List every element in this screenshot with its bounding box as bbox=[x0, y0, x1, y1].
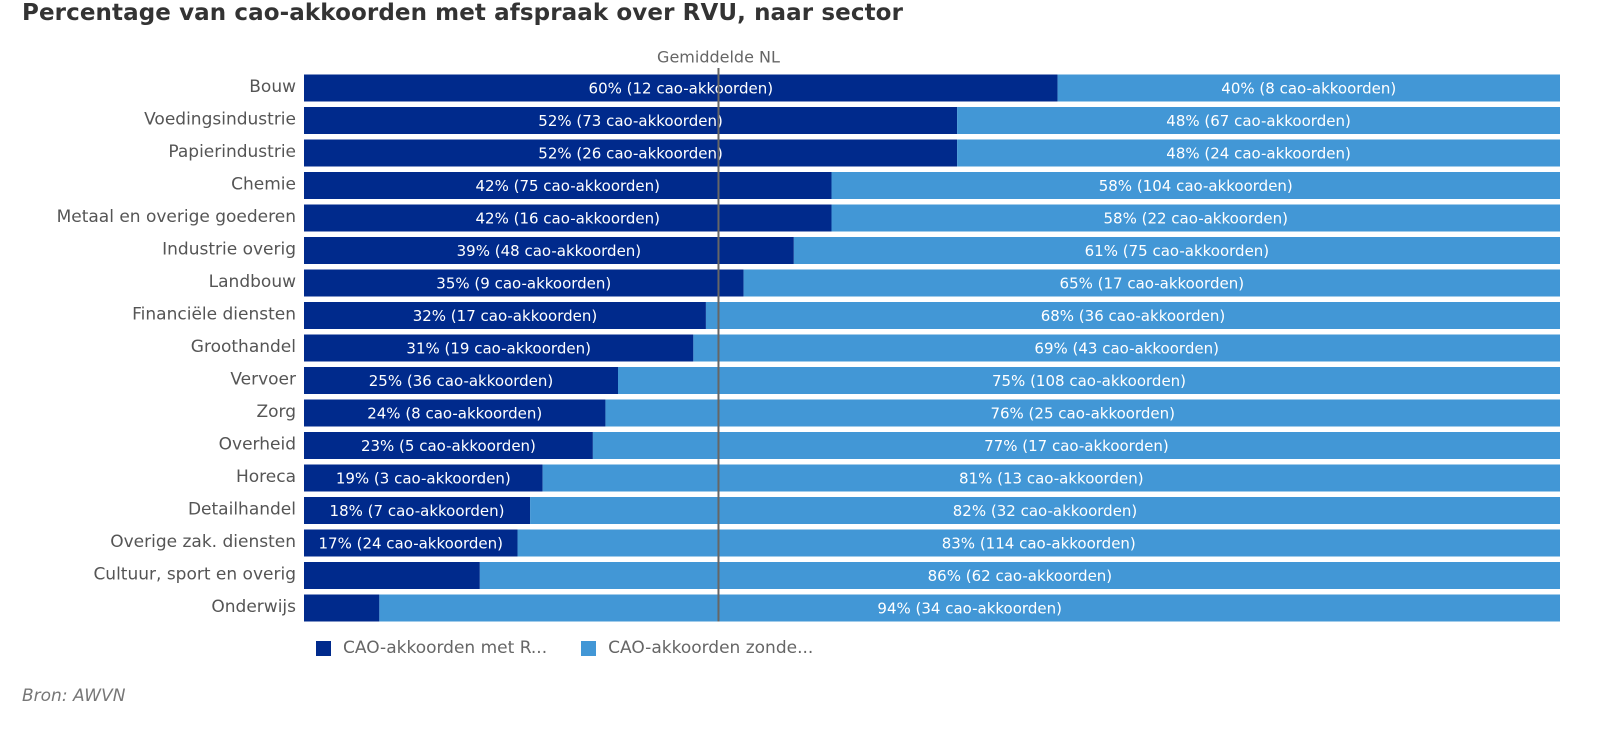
data-label: 19% (3 cao-akkoorden) bbox=[336, 470, 511, 488]
bar-segment-zonder bbox=[592, 432, 1560, 459]
data-label: 24% (8 cao-akkoorden) bbox=[367, 405, 542, 423]
bar-segment-met bbox=[304, 204, 832, 232]
reference-line-label: Gemiddelde NL bbox=[657, 48, 780, 67]
legend-label-zonder: CAO-akkoorden zonde... bbox=[608, 638, 814, 658]
bar-segment-met bbox=[304, 367, 618, 394]
bar-segment-zonder bbox=[793, 237, 1560, 264]
bar-segment-zonder bbox=[479, 562, 1561, 589]
bar-segment-met bbox=[304, 594, 380, 622]
bar-segment-zonder bbox=[530, 497, 1560, 524]
category-label: Industrie overig bbox=[162, 240, 296, 260]
data-label: 48% (67 cao-akkoorden) bbox=[1166, 112, 1351, 130]
data-label: 35% (9 cao-akkoorden) bbox=[436, 275, 611, 293]
data-label: 40% (8 cao-akkoorden) bbox=[1221, 80, 1396, 98]
bar-segment-met bbox=[304, 562, 480, 589]
data-label: 48% (24 cao-akkoorden) bbox=[1166, 145, 1351, 163]
category-label: Cultuur, sport en overig bbox=[93, 565, 296, 585]
bar-segment-met bbox=[304, 107, 958, 134]
category-label: Zorg bbox=[256, 402, 296, 422]
data-label: 82% (32 cao-akkoorden) bbox=[953, 502, 1138, 520]
category-label: Detailhandel bbox=[188, 500, 296, 520]
bar-segment-zonder bbox=[705, 302, 1560, 329]
category-label: Landbouw bbox=[209, 272, 296, 292]
data-label: 69% (43 cao-akkoorden) bbox=[1034, 340, 1219, 358]
data-label: 42% (16 cao-akkoorden) bbox=[475, 210, 660, 228]
bar-segment-zonder bbox=[605, 399, 1560, 427]
bar-segment-zonder bbox=[831, 172, 1560, 199]
bar-segment-zonder bbox=[957, 139, 1560, 167]
bar-segment-zonder bbox=[743, 269, 1560, 297]
data-label: 83% (114 cao-akkoorden) bbox=[942, 535, 1136, 553]
legend-item-zonder[interactable]: CAO-akkoorden zonde... bbox=[581, 638, 813, 658]
data-label: 60% (12 cao-akkoorden) bbox=[589, 80, 774, 98]
data-label: 52% (26 cao-akkoorden) bbox=[538, 145, 723, 163]
category-label: Financiële diensten bbox=[132, 305, 296, 325]
bar-segment-met bbox=[304, 269, 744, 297]
bar-segment-zonder bbox=[831, 204, 1560, 232]
category-label: Vervoer bbox=[230, 370, 296, 390]
bar-segment-met bbox=[304, 464, 543, 492]
bar-segment-zonder bbox=[379, 594, 1560, 622]
data-label: 76% (25 cao-akkoorden) bbox=[990, 405, 1175, 423]
category-label: Bouw bbox=[249, 77, 296, 97]
legend-swatch-met bbox=[316, 640, 331, 656]
bar-segment-met bbox=[304, 74, 1058, 102]
bar-segment-met bbox=[304, 172, 832, 199]
legend-label-met: CAO-akkoorden met R... bbox=[343, 638, 548, 658]
bar-segment-met bbox=[304, 432, 593, 459]
bar-segment-met bbox=[304, 139, 958, 167]
legend: CAO-akkoorden met R... CAO-akkoorden zon… bbox=[316, 638, 813, 658]
data-label: 81% (13 cao-akkoorden) bbox=[959, 470, 1144, 488]
data-label: 52% (73 cao-akkoorden) bbox=[538, 112, 723, 130]
data-label: 23% (5 cao-akkoorden) bbox=[361, 437, 536, 455]
data-label: 31% (19 cao-akkoorden) bbox=[406, 340, 591, 358]
data-label: 86% (62 cao-akkoorden) bbox=[928, 567, 1113, 585]
bar-segment-zonder bbox=[1057, 74, 1560, 102]
category-label: Overheid bbox=[219, 435, 296, 455]
category-label: Overige zak. diensten bbox=[110, 532, 296, 552]
data-label: 61% (75 cao-akkoorden) bbox=[1085, 242, 1270, 260]
data-label: 75% (108 cao-akkoorden) bbox=[992, 372, 1186, 390]
bar-segment-zonder bbox=[517, 529, 1560, 557]
data-label: 94% (34 cao-akkoorden) bbox=[877, 600, 1062, 618]
bar-segment-met bbox=[304, 529, 518, 557]
bar-segment-met bbox=[304, 302, 706, 329]
data-label: 58% (22 cao-akkoorden) bbox=[1103, 210, 1288, 228]
bar-segment-zonder bbox=[618, 367, 1560, 394]
bar-segment-met bbox=[304, 497, 531, 524]
data-label: 39% (48 cao-akkoorden) bbox=[457, 242, 642, 260]
data-label: 65% (17 cao-akkoorden) bbox=[1060, 275, 1245, 293]
legend-item-met[interactable]: CAO-akkoorden met R... bbox=[316, 638, 547, 658]
bar-segment-zonder bbox=[957, 107, 1560, 134]
category-label: Voedingsindustrie bbox=[144, 110, 296, 130]
data-label: 58% (104 cao-akkoorden) bbox=[1099, 177, 1293, 195]
data-label: 32% (17 cao-akkoorden) bbox=[413, 307, 598, 325]
data-label: 42% (75 cao-akkoorden) bbox=[475, 177, 660, 195]
source-note: Bron: AWVN bbox=[22, 686, 126, 706]
data-label: 17% (24 cao-akkoorden) bbox=[318, 535, 503, 553]
data-label: 18% (7 cao-akkoorden) bbox=[330, 502, 505, 520]
bar-segment-met bbox=[304, 399, 606, 427]
bar-segment-met bbox=[304, 334, 694, 362]
bar-segment-zonder bbox=[542, 464, 1560, 492]
category-label: Papierindustrie bbox=[168, 142, 296, 162]
category-label: Metaal en overige goederen bbox=[57, 207, 296, 227]
category-label: Chemie bbox=[231, 175, 296, 195]
bar-segment-met bbox=[304, 237, 794, 264]
data-label: 77% (17 cao-akkoorden) bbox=[984, 437, 1169, 455]
bar-segment-zonder bbox=[693, 334, 1560, 362]
category-label: Groothandel bbox=[191, 337, 296, 357]
data-label: 68% (36 cao-akkoorden) bbox=[1041, 307, 1226, 325]
legend-swatch-zonder bbox=[581, 640, 597, 656]
category-label: Horeca bbox=[236, 467, 296, 487]
category-label: Onderwijs bbox=[211, 597, 296, 617]
data-label: 25% (36 cao-akkoorden) bbox=[369, 372, 554, 390]
chart-title: Percentage van cao-akkoorden met afspraa… bbox=[22, 0, 904, 26]
